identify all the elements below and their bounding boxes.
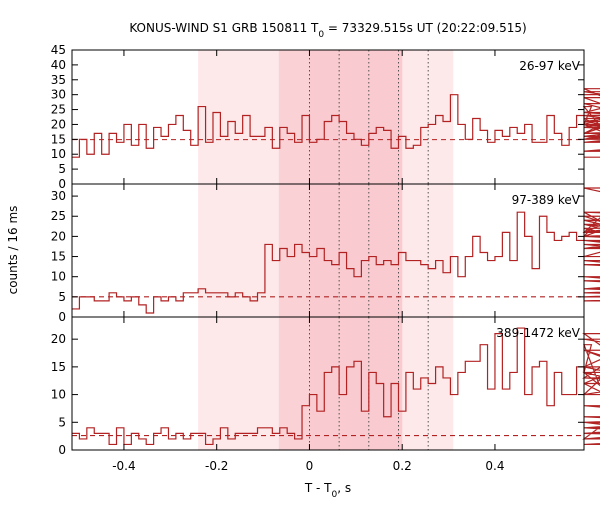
y-tick-label: 10: [51, 270, 66, 284]
y-tick-label: 25: [51, 103, 66, 117]
x-tick-label: 0: [306, 459, 314, 473]
y-tick-label: 0: [58, 177, 66, 191]
y-tick-label: 25: [51, 209, 66, 223]
y-tick-label: 10: [51, 147, 66, 161]
panel-energy-label: 97-389 keV: [512, 193, 581, 207]
y-tick-label: 20: [51, 117, 66, 131]
y-tick-label: 5: [58, 162, 66, 176]
light-curve-series: [72, 187, 600, 314]
y-tick-label: 5: [58, 415, 66, 429]
chart-title: KONUS-WIND S1 GRB 150811 T0 = 73329.515s…: [129, 21, 526, 40]
x-tick-label: -0.2: [205, 459, 228, 473]
x-tick-label: 0.4: [485, 459, 504, 473]
y-tick-label: 15: [51, 360, 66, 374]
y-tick-label: 30: [51, 189, 66, 203]
y-tick-label: 20: [51, 229, 66, 243]
panel-3: 0 5 10 15 20 389-1472 keV: [51, 316, 600, 457]
y-tick-label: 20: [51, 332, 66, 346]
x-axis-label: T - T0, s: [304, 481, 351, 500]
light-curve-series: [72, 327, 600, 446]
panel-energy-label: 26-97 keV: [519, 59, 581, 73]
y-tick-label: 45: [51, 43, 66, 57]
y-tick-label: 15: [51, 250, 66, 264]
panel-frame: [71, 316, 585, 451]
y-tick-label: 30: [51, 88, 66, 102]
y-tick-label: 35: [51, 73, 66, 87]
panel-2: 0 5 10 15 20 25 30 97-389 keV: [51, 183, 600, 324]
shaded-region-3: [309, 50, 403, 450]
panel-energy-label: 389-1472 keV: [496, 326, 580, 340]
x-tick-label: -0.4: [112, 459, 135, 473]
y-tick-label: 15: [51, 132, 66, 146]
y-tick-label: 40: [51, 58, 66, 72]
y-axis-label: counts / 16 ms: [6, 206, 20, 295]
x-tick-label: 0.2: [393, 459, 412, 473]
y-tick-label: 5: [58, 290, 66, 304]
shaded-regions: [198, 50, 454, 450]
y-tick-label: 0: [58, 310, 66, 324]
y-tick-label: 0: [58, 443, 66, 457]
y-tick-label: 10: [51, 388, 66, 402]
